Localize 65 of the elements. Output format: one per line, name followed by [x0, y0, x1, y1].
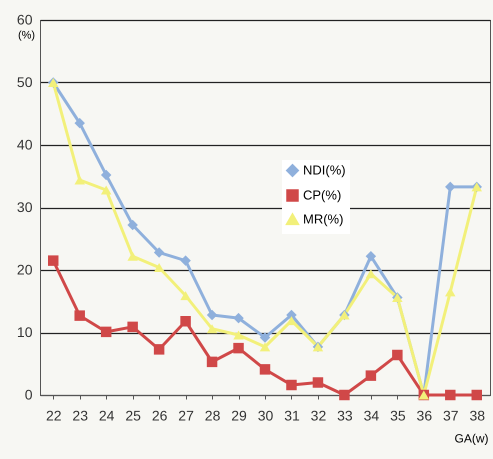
point — [100, 185, 112, 195]
point — [233, 312, 244, 324]
x-axis-title: GA(w) — [454, 432, 488, 446]
y-axis-title: (%) — [18, 30, 36, 42]
point — [154, 247, 164, 258]
point — [286, 380, 297, 390]
y-tick-label: 50 — [16, 74, 33, 90]
point — [366, 370, 376, 381]
y-tick-label: 60 — [16, 12, 33, 28]
point — [260, 332, 270, 343]
point — [366, 251, 376, 262]
point — [445, 182, 456, 192]
x-tick-label: 29 — [231, 408, 248, 424]
x-tick-label: 34 — [364, 408, 380, 424]
x-tick-label: 26 — [152, 408, 168, 424]
point — [392, 350, 403, 360]
point — [206, 356, 218, 368]
point — [206, 310, 218, 320]
x-tick-label: 32 — [310, 408, 326, 424]
y-tick-label: 10 — [16, 324, 33, 340]
legend-label: CP(%) — [303, 188, 342, 202]
point — [154, 262, 164, 272]
point — [233, 342, 244, 354]
point — [127, 220, 138, 230]
y-tick-label: 0 — [24, 386, 33, 402]
x-tick-label: 27 — [178, 408, 194, 424]
y-tick-label: 40 — [16, 136, 33, 152]
point — [127, 252, 138, 261]
point — [48, 255, 58, 266]
point — [74, 310, 85, 321]
point — [154, 344, 164, 355]
point — [445, 287, 456, 296]
x-tick-label: 24 — [98, 408, 115, 424]
x-tick-label: 33 — [337, 408, 353, 424]
point — [206, 324, 218, 334]
x-tick-label: 37 — [443, 408, 459, 424]
y-tick-label: 30 — [16, 199, 33, 215]
point — [100, 170, 112, 180]
point — [260, 364, 270, 375]
x-tick-label: 31 — [284, 408, 300, 424]
point — [445, 390, 456, 400]
point — [286, 316, 297, 326]
point — [233, 330, 244, 340]
point — [100, 326, 112, 338]
x-tick-label: 35 — [390, 408, 406, 424]
x-tick-label: 30 — [258, 408, 274, 424]
point — [312, 377, 324, 388]
y-tick-label: 20 — [16, 262, 33, 278]
point — [260, 342, 270, 352]
legend-label: NDI(%) — [303, 162, 346, 178]
x-tick-label: 25 — [125, 408, 142, 424]
point — [127, 322, 138, 332]
point — [74, 118, 85, 128]
point — [472, 390, 482, 400]
point — [180, 291, 191, 300]
point — [180, 255, 191, 266]
point — [339, 390, 350, 400]
x-tick-label: 36 — [416, 408, 432, 424]
x-tick-label: 22 — [46, 408, 62, 424]
x-tick-label: 23 — [72, 408, 88, 424]
point — [74, 175, 85, 185]
point — [180, 316, 191, 326]
x-tick-label: 28 — [204, 408, 221, 424]
x-tick-label: 38 — [469, 408, 486, 424]
legend-label: MR(%) — [303, 212, 344, 226]
